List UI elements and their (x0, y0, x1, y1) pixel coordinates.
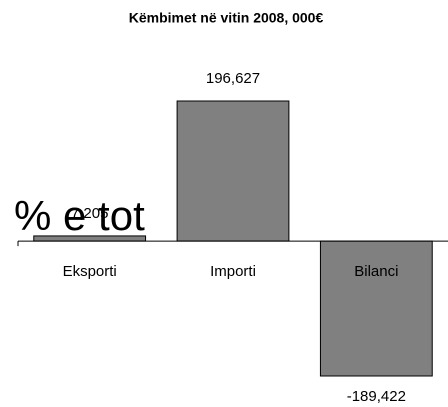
bar (176, 100, 290, 242)
annotation: % e tot (14, 192, 145, 239)
value-label: 196,627 (206, 70, 260, 87)
bar (319, 240, 433, 377)
x-tick-label: Importi (210, 263, 256, 280)
value-label: 7,205 (71, 205, 109, 222)
value-label: -189,422 (347, 388, 406, 405)
chart-title: Këmbimet në vitin 2008, 000€ (129, 10, 324, 26)
x-tick-label: Eksporti (63, 263, 117, 280)
x-tick-label: Bilanci (354, 263, 398, 280)
